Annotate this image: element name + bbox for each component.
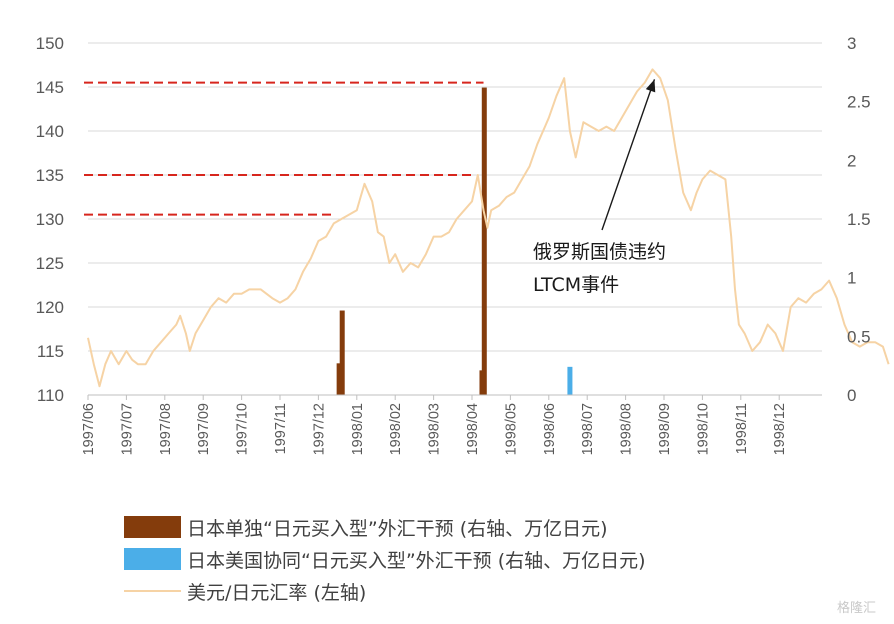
left-axis-ticks: 110 115 120 125 130 135 140 145 150 <box>36 34 64 405</box>
right-tick-label: 2.5 <box>847 93 871 112</box>
left-tick-label: 125 <box>36 254 64 273</box>
right-tick-label: 2 <box>847 151 856 170</box>
x-tick-label: 1997/12 <box>311 403 327 455</box>
left-tick-label: 140 <box>36 122 64 141</box>
x-tick-label: 1998/01 <box>350 403 366 455</box>
right-tick-label: 1.5 <box>847 210 871 229</box>
legend-label-usdjpy: 美元/日元汇率 (左轴) <box>187 581 367 604</box>
left-tick-label: 120 <box>36 298 64 317</box>
legend-item-japan-us: 日本美国协同“日元买入型”外汇干预 (右轴、万亿日元) <box>124 543 646 575</box>
x-tick-label: 1998/07 <box>580 403 596 455</box>
line-series <box>87 68 890 388</box>
x-tick-label: 1998/06 <box>542 403 558 455</box>
x-tick-label: 1997/07 <box>119 403 135 455</box>
legend-swatch-usdjpy <box>124 590 181 592</box>
annotation-arrowhead <box>645 79 656 93</box>
bar <box>567 366 573 395</box>
legend-item-usdjpy: 美元/日元汇率 (左轴) <box>124 575 646 607</box>
right-axis-ticks: 0 0.5 1 1.5 2 2.5 3 <box>847 34 871 405</box>
left-tick-label: 130 <box>36 210 64 229</box>
legend-label-japan-solo: 日本单独“日元买入型”外汇干预 (右轴、万亿日元) <box>187 517 608 540</box>
x-tick-label: 1998/02 <box>388 403 404 455</box>
x-tick-label: 1997/06 <box>81 403 97 455</box>
left-tick-label: 150 <box>36 34 64 53</box>
x-axis-ticks: 1997/06 1997/07 1997/08 1997/09 1997/10 1997/… <box>81 395 788 455</box>
legend-swatch-japan-solo <box>124 516 181 538</box>
annotation-text: LTCM事件 <box>533 274 619 296</box>
annotation-text: 俄罗斯国债违约 <box>533 241 666 263</box>
x-tick-label: 1997/10 <box>235 403 251 455</box>
left-tick-label: 115 <box>37 342 64 361</box>
gridlines <box>88 42 822 352</box>
annotation-arrow <box>601 79 656 231</box>
x-tick-label: 1998/10 <box>695 403 711 455</box>
left-tick-label: 110 <box>37 386 64 405</box>
x-tick-label: 1998/09 <box>657 403 673 455</box>
annotation: 俄罗斯国债违约 LTCM事件 <box>533 79 666 296</box>
legend: 日本单独“日元买入型”外汇干预 (右轴、万亿日元) 日本美国协同“日元买入型”外… <box>124 511 646 607</box>
bar <box>336 363 342 395</box>
legend-label-japan-us: 日本美国协同“日元买入型”外汇干预 (右轴、万亿日元) <box>187 549 646 572</box>
x-tick-label: 1998/08 <box>619 403 635 455</box>
right-tick-label: 0 <box>847 386 856 405</box>
watermark: 格隆汇 <box>836 601 876 616</box>
right-tick-label: 0.5 <box>847 327 871 346</box>
x-tick-label: 1997/09 <box>196 403 212 455</box>
x-tick-label: 1998/05 <box>503 403 519 455</box>
bar <box>481 87 487 395</box>
x-tick-label: 1998/12 <box>772 403 788 455</box>
usdjpy-line <box>87 68 890 388</box>
left-tick-label: 135 <box>36 166 64 185</box>
legend-swatch-japan-us <box>124 548 181 570</box>
x-tick-label: 1997/08 <box>158 403 174 455</box>
left-tick-label: 145 <box>36 78 64 97</box>
x-tick-label: 1997/11 <box>273 403 289 454</box>
x-tick-label: 1998/11 <box>734 403 750 454</box>
legend-item-japan-solo: 日本单独“日元买入型”外汇干预 (右轴、万亿日元) <box>124 511 646 543</box>
x-tick-label: 1998/04 <box>465 403 481 455</box>
reference-lines <box>84 81 484 216</box>
right-tick-label: 3 <box>847 34 856 53</box>
bar <box>339 310 345 395</box>
x-tick-label: 1998/03 <box>427 403 443 455</box>
right-tick-label: 1 <box>847 269 856 288</box>
bar-series <box>336 87 573 395</box>
